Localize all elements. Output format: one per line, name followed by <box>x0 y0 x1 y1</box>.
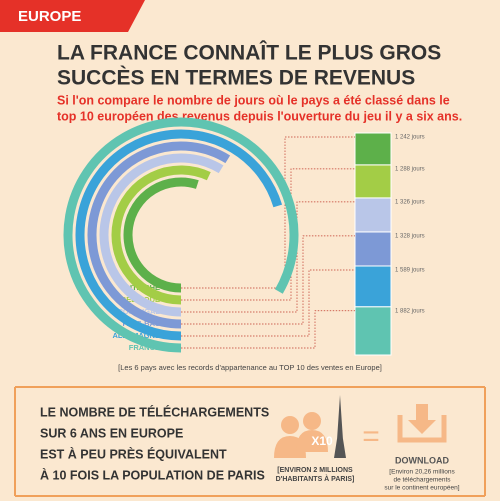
value-label: 1 882 jours <box>395 308 425 314</box>
footer-box: LE NOMBRE DE TÉLÉCHARGEMENTS SUR 6 ANS E… <box>14 386 486 497</box>
download: DOWNLOAD <box>395 455 449 465</box>
category-label: FRANCE <box>129 343 160 352</box>
stack-segment <box>354 164 392 199</box>
tag: EUROPE <box>18 8 81 25</box>
equals: = <box>362 420 380 453</box>
stack-segment <box>354 265 392 308</box>
value-label: 1 326 jours <box>395 199 425 205</box>
paris-note: D'HABITANTS À PARIS] <box>276 474 355 483</box>
leader-line <box>181 310 355 349</box>
download-note: [Environ 20,26 millions <box>389 469 455 476</box>
subtitle: Si l'on compare le nombre de jours où le… <box>57 93 450 107</box>
arc <box>87 141 231 329</box>
download-note: sur le continent européen] <box>384 485 459 492</box>
leader-line <box>181 269 355 337</box>
paris-note: [ENVIRON 2 MILLIONS <box>277 467 353 474</box>
multiplier: X10 <box>311 434 333 448</box>
subtitle: top 10 européen des revenus depuis l'ouv… <box>57 109 462 123</box>
arc <box>123 177 199 293</box>
leader-line <box>181 136 355 289</box>
tag-bg <box>0 0 145 32</box>
value-label: 1 242 jours <box>395 135 425 141</box>
value-label: 1 288 jours <box>395 166 425 172</box>
stack-segment <box>354 197 392 233</box>
statement: SUR 6 ANS EN EUROPE <box>40 426 183 440</box>
stack-segment <box>354 132 392 166</box>
statement: LE NOMBRE DE TÉLÉCHARGEMENTS <box>40 404 269 419</box>
leader-line <box>181 201 355 313</box>
value-label: 1 328 jours <box>395 233 425 239</box>
statement: EST À PEU PRÈS ÉQUIVALENT <box>40 446 227 461</box>
download-arrow <box>408 404 436 434</box>
stack-segment <box>354 306 392 356</box>
value-label: 1 589 jours <box>395 268 425 274</box>
leader-line <box>181 168 355 301</box>
eiffel-icon <box>334 395 346 458</box>
download-note: de téléchargements <box>393 477 451 484</box>
arc <box>111 165 211 305</box>
leader-line <box>181 235 355 325</box>
download-tray <box>397 415 447 443</box>
title: LA FRANCE CONNAÎT LE PLUS GROS <box>57 41 441 65</box>
arc <box>75 129 283 341</box>
stack-segment <box>354 231 392 267</box>
arc <box>99 153 224 317</box>
title: SUCCÈS EN TERMES DE REVENUS <box>57 67 415 90</box>
people-icon <box>274 412 328 458</box>
statement: À 10 FOIS LA POPULATION DE PARIS <box>40 467 265 482</box>
arc <box>63 117 299 353</box>
caption: [Les 6 pays avec les records d'appartena… <box>118 363 382 372</box>
